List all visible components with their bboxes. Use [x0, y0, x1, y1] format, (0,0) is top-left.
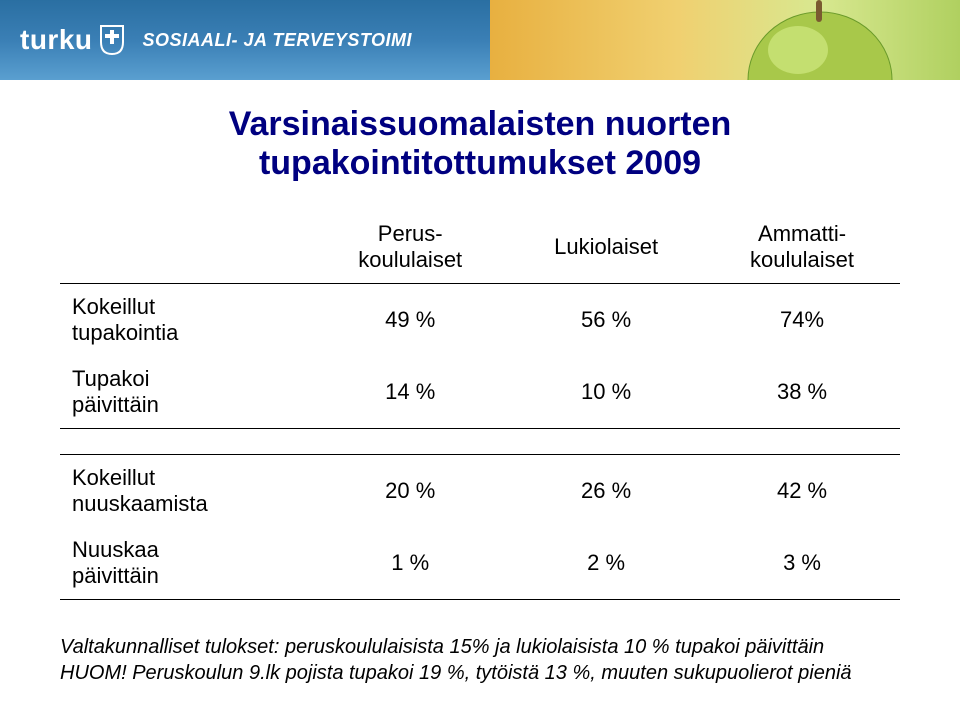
label-text: Nuuskaa	[72, 537, 159, 562]
label-text: Kokeillut	[72, 465, 155, 490]
cell-value: 56 %	[508, 284, 704, 357]
row-label: Tupakoi päivittäin	[60, 356, 312, 429]
header-right	[490, 0, 960, 80]
col-header-empty	[60, 211, 312, 284]
col-header-lukio: Lukiolaiset	[508, 211, 704, 284]
row-label: Kokeillut nuuskaamista	[60, 455, 312, 528]
table-gap	[60, 429, 900, 455]
cell-value: 3 %	[704, 527, 900, 600]
label-text: päivittäin	[72, 563, 159, 588]
footnote-line: HUOM! Peruskoulun 9.lk pojista tupakoi 1…	[60, 660, 900, 686]
cell-value: 10 %	[508, 356, 704, 429]
row-label: Nuuskaa päivittäin	[60, 527, 312, 600]
header-left: turku SOSIAALI- JA TERVEYSTOIMI	[0, 0, 490, 80]
cell-value: 38 %	[704, 356, 900, 429]
col-header-text: Perus-	[378, 221, 443, 246]
table-row: Nuuskaa päivittäin 1 % 2 % 3 %	[60, 527, 900, 600]
table-row: Kokeillut tupakointia 49 % 56 % 74%	[60, 284, 900, 357]
cell-value: 49 %	[312, 284, 508, 357]
header-bar: turku SOSIAALI- JA TERVEYSTOIMI	[0, 0, 960, 80]
label-text: päivittäin	[72, 392, 159, 417]
department-text: SOSIAALI- JA TERVEYSTOIMI	[143, 30, 413, 51]
page-title: Varsinaissuomalaisten nuorten tupakointi…	[60, 105, 900, 183]
col-header-text: koululaiset	[750, 247, 854, 272]
table-header-row: Perus- koululaiset Lukiolaiset Ammatti- …	[60, 211, 900, 284]
cell-value: 26 %	[508, 455, 704, 528]
crest-icon	[99, 24, 125, 56]
table-row: Tupakoi päivittäin 14 % 10 % 38 %	[60, 356, 900, 429]
cell-value: 20 %	[312, 455, 508, 528]
cell-value: 42 %	[704, 455, 900, 528]
apple-icon	[740, 0, 900, 80]
cell-value: 2 %	[508, 527, 704, 600]
footnotes: Valtakunnalliset tulokset: peruskoululai…	[60, 634, 900, 686]
logo: turku	[20, 24, 125, 56]
label-text: Tupakoi	[72, 366, 149, 391]
row-label: Kokeillut tupakointia	[60, 284, 312, 357]
col-header-text: koululaiset	[358, 247, 462, 272]
data-table: Perus- koululaiset Lukiolaiset Ammatti- …	[60, 211, 900, 600]
label-text: tupakointia	[72, 320, 178, 345]
footnote-line: Valtakunnalliset tulokset: peruskoululai…	[60, 634, 900, 660]
title-line-2: tupakointitottumukset 2009	[259, 144, 701, 182]
col-header-ammatti: Ammatti- koululaiset	[704, 211, 900, 284]
slide-content: Varsinaissuomalaisten nuorten tupakointi…	[0, 80, 960, 686]
table-row: Kokeillut nuuskaamista 20 % 26 % 42 %	[60, 455, 900, 528]
cell-value: 14 %	[312, 356, 508, 429]
cell-value: 1 %	[312, 527, 508, 600]
label-text: Kokeillut	[72, 294, 155, 319]
title-line-1: Varsinaissuomalaisten nuorten	[229, 105, 732, 143]
col-header-text: Ammatti-	[758, 221, 846, 246]
col-header-perus: Perus- koululaiset	[312, 211, 508, 284]
label-text: nuuskaamista	[72, 491, 208, 516]
cell-value: 74%	[704, 284, 900, 357]
logo-text: turku	[20, 24, 93, 56]
